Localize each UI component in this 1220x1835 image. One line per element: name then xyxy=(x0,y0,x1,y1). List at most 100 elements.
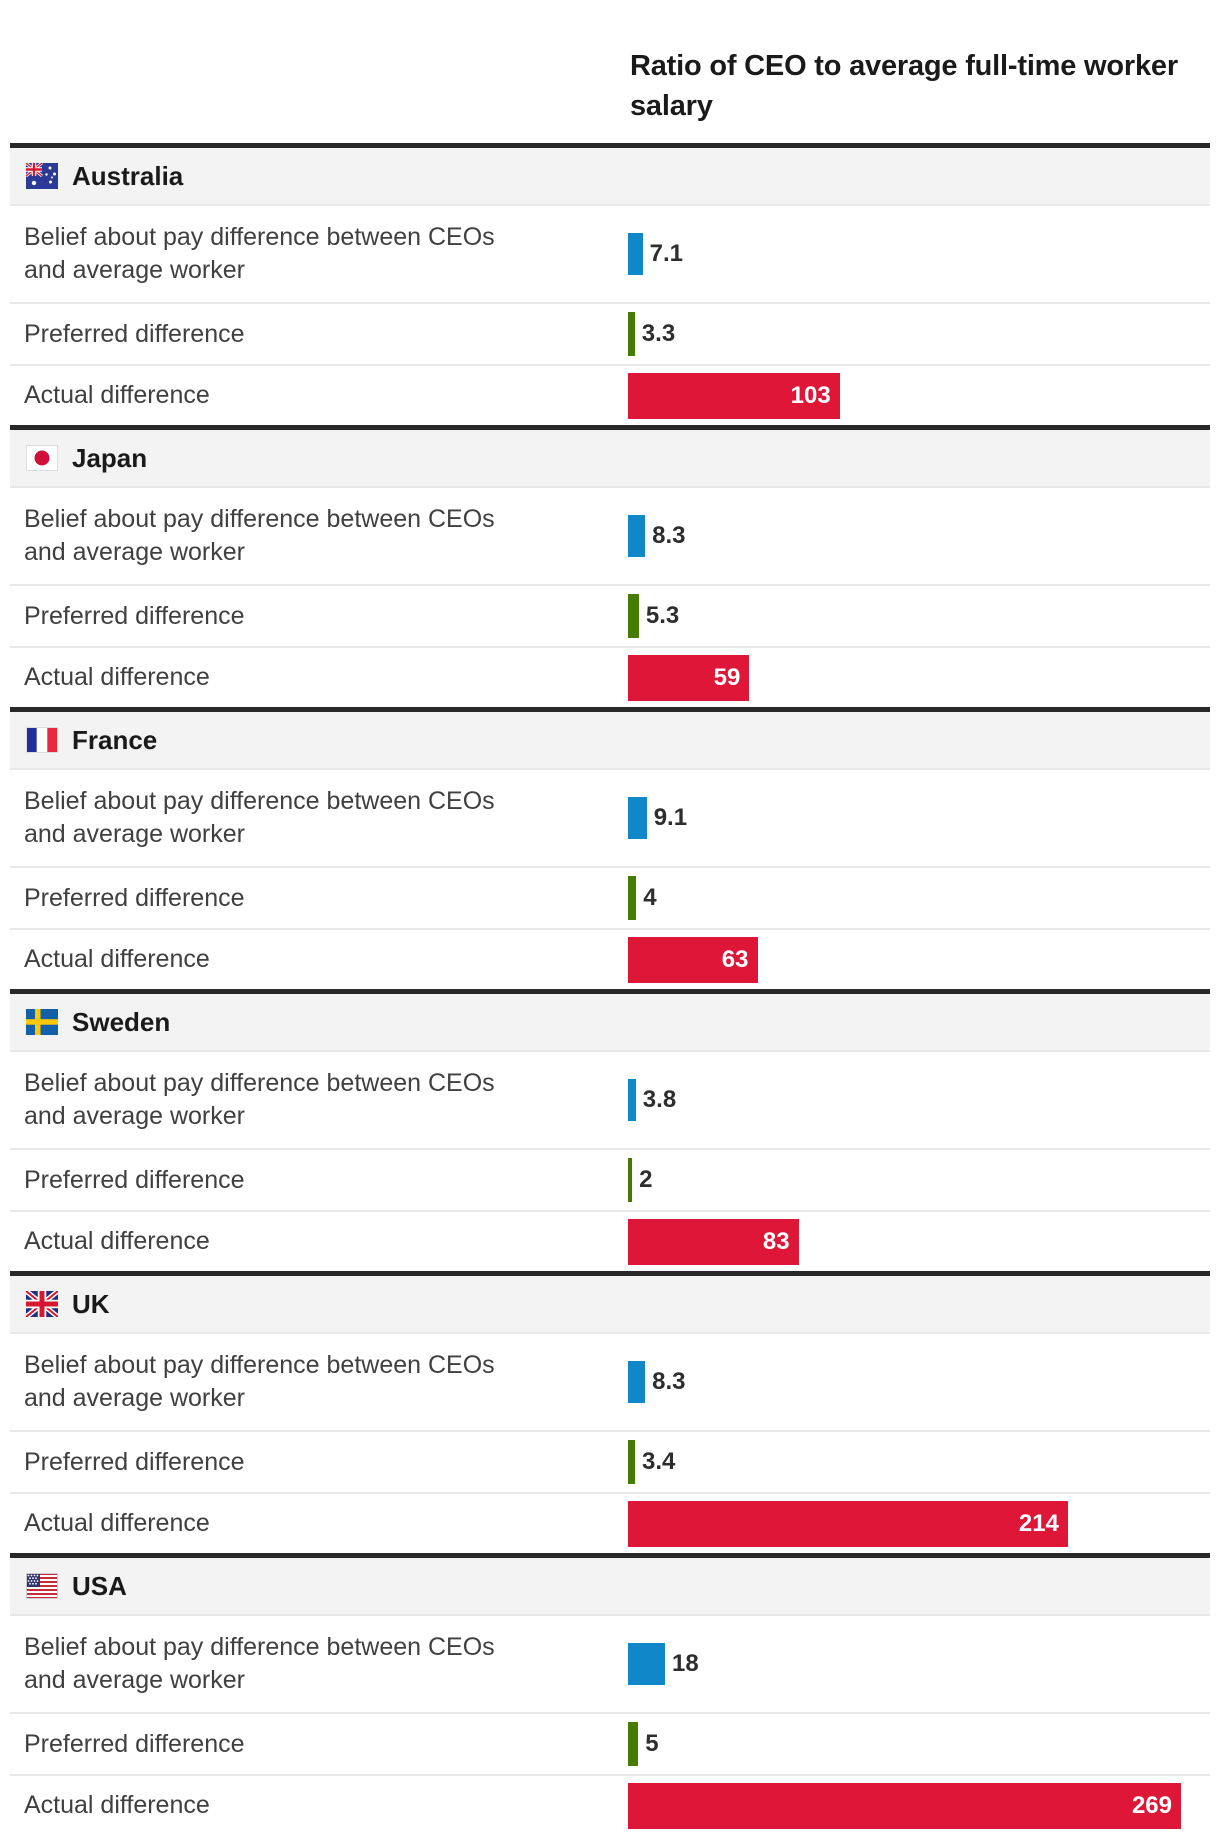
row-label: Actual difference xyxy=(24,1509,210,1537)
section-divider xyxy=(10,989,1210,994)
bar-cell: 2 xyxy=(628,1158,1210,1202)
bar-value-label: 214 xyxy=(1018,1509,1059,1537)
actual-row: Actual difference 214 xyxy=(10,1492,1210,1553)
row-label: Belief about pay difference between CEOs… xyxy=(24,1633,495,1694)
actual-row: Actual difference 63 xyxy=(10,928,1210,989)
bar-value-label: 9.1 xyxy=(653,804,688,831)
japan-flag-icon xyxy=(26,445,58,471)
preferred-bar xyxy=(628,1158,633,1202)
belief-bar xyxy=(628,1643,665,1685)
country-header: UK xyxy=(10,1276,1210,1332)
bar-value-label: 18 xyxy=(672,1650,699,1677)
section-divider xyxy=(10,1553,1210,1558)
belief-bar xyxy=(628,1079,636,1121)
bar-cell: 3.8 xyxy=(628,1079,1210,1121)
row-label: Actual difference xyxy=(24,945,210,973)
belief-bar xyxy=(628,233,643,275)
belief-bar xyxy=(628,1361,646,1403)
bar-value-label: 63 xyxy=(721,945,749,973)
preferred-bar xyxy=(628,1722,639,1766)
section-divider xyxy=(10,425,1210,430)
bar-value-label: 3.3 xyxy=(641,320,676,347)
row-label: Preferred difference xyxy=(24,1165,245,1194)
bar-value-label: 4 xyxy=(643,884,657,911)
country-section: Japan Belief about pay difference between… xyxy=(0,425,1220,707)
row-label: Preferred difference xyxy=(24,601,245,630)
bar-value-label: 8.3 xyxy=(652,522,686,549)
actual-bar: 214 xyxy=(628,1500,1068,1547)
preferred-bar xyxy=(628,1440,635,1484)
country-section: USA Belief about pay difference between C… xyxy=(0,1553,1220,1835)
bar-cell: 8.3 xyxy=(628,1361,1210,1403)
row-label: Preferred difference xyxy=(24,1447,245,1476)
belief-row: Belief about pay difference between CEOs… xyxy=(10,486,1210,584)
preferred-bar xyxy=(628,876,637,920)
belief-bar xyxy=(628,515,646,557)
bar-value-label: 59 xyxy=(713,663,741,691)
bar-value-label: 8.3 xyxy=(652,1368,686,1395)
belief-row: Belief about pay difference between CEOs… xyxy=(10,204,1210,302)
usa-flag-icon xyxy=(26,1573,58,1599)
belief-bar xyxy=(628,797,647,839)
bar-cell: 7.1 xyxy=(628,233,1210,275)
chart-column-header-line2: salary xyxy=(630,90,713,122)
belief-row: Belief about pay difference between CEOs… xyxy=(10,1050,1210,1148)
row-label: Belief about pay difference between CEOs… xyxy=(24,1069,495,1130)
bar-cell: 269 xyxy=(628,1782,1210,1829)
row-label: Actual difference xyxy=(24,381,210,409)
bar-cell: 3.3 xyxy=(628,312,1210,356)
row-label: Belief about pay difference between CEOs… xyxy=(24,223,495,284)
country-section: UK Belief about pay difference between CE… xyxy=(0,1271,1220,1553)
bar-value-label: 269 xyxy=(1131,1791,1172,1819)
country-section: Australia Belief about pay difference bet… xyxy=(0,143,1220,425)
actual-bar: 63 xyxy=(628,936,758,983)
country-header: France xyxy=(10,712,1210,768)
row-label: Preferred difference xyxy=(24,883,245,912)
chart-header: Ratio of CEO to average full-time worker… xyxy=(0,0,1220,143)
bar-cell: 103 xyxy=(628,372,1210,419)
preferred-bar xyxy=(628,312,635,356)
country-section: Sweden Belief about pay difference betwee… xyxy=(0,989,1220,1271)
bar-cell: 18 xyxy=(628,1643,1210,1685)
row-label: Actual difference xyxy=(24,1791,210,1819)
bar-value-label: 5.3 xyxy=(645,602,680,629)
chart-table: Australia Belief about pay difference bet… xyxy=(0,143,1220,1835)
bar-value-label: 3.8 xyxy=(642,1086,677,1113)
country-header: USA xyxy=(10,1558,1210,1614)
uk-flag-icon xyxy=(26,1291,58,1317)
country-name-label: Sweden xyxy=(72,1006,171,1037)
preferred-row: Preferred difference 3.3 xyxy=(10,302,1210,364)
actual-bar: 269 xyxy=(628,1782,1181,1829)
row-label: Belief about pay difference between CEOs… xyxy=(24,1351,495,1412)
country-name-label: Australia xyxy=(72,160,184,191)
row-label: Belief about pay difference between CEOs… xyxy=(24,787,495,848)
country-header: Sweden xyxy=(10,994,1210,1050)
actual-bar: 103 xyxy=(628,372,840,419)
bar-cell: 5 xyxy=(628,1722,1210,1766)
australia-flag-icon xyxy=(26,163,58,189)
bar-value-label: 3.4 xyxy=(642,1448,676,1475)
preferred-row: Preferred difference 4 xyxy=(10,866,1210,928)
bar-cell: 5.3 xyxy=(628,594,1210,638)
actual-row: Actual difference 269 xyxy=(10,1774,1210,1835)
bar-cell: 214 xyxy=(628,1500,1210,1547)
country-name-label: France xyxy=(72,724,158,755)
section-divider xyxy=(10,143,1210,148)
preferred-bar xyxy=(628,594,639,638)
bar-value-label: 103 xyxy=(790,381,831,409)
belief-row: Belief about pay difference between CEOs… xyxy=(10,768,1210,866)
france-flag-icon xyxy=(26,727,58,753)
country-name-label: UK xyxy=(72,1288,110,1319)
actual-bar: 59 xyxy=(628,654,750,701)
bar-cell: 59 xyxy=(628,654,1210,701)
bar-value-label: 5 xyxy=(645,1730,659,1757)
preferred-row: Preferred difference 5.3 xyxy=(10,584,1210,646)
section-divider xyxy=(10,707,1210,712)
preferred-row: Preferred difference 3.4 xyxy=(10,1430,1210,1492)
country-section: France Belief about pay difference betwee… xyxy=(0,707,1220,989)
row-label: Preferred difference xyxy=(24,1729,245,1758)
actual-row: Actual difference 83 xyxy=(10,1210,1210,1271)
belief-row: Belief about pay difference between CEOs… xyxy=(10,1332,1210,1430)
country-header: Japan xyxy=(10,430,1210,486)
row-label: Actual difference xyxy=(24,663,210,691)
